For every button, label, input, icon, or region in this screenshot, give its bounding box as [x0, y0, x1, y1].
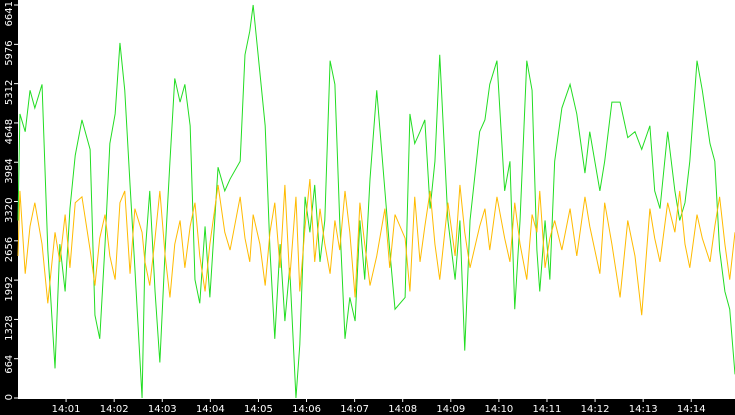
x-tick-label: 14:14 — [677, 404, 706, 415]
y-axis-strip — [0, 0, 18, 415]
x-tick-label: 14:08 — [388, 404, 417, 415]
y-tick-label: 5312 — [4, 80, 15, 105]
x-tick-label: 14:07 — [340, 404, 369, 415]
x-tick-label: 14:01 — [52, 404, 81, 415]
x-tick-label: 14:03 — [148, 404, 177, 415]
series-line — [17, 4, 735, 399]
series-line — [17, 178, 735, 316]
y-tick-label: 2656 — [4, 237, 15, 262]
y-tick-label: 1992 — [4, 276, 15, 301]
y-tick-label: 3984 — [4, 158, 15, 183]
x-tick-label: 14:09 — [436, 404, 465, 415]
x-tick-label: 14:13 — [629, 404, 658, 415]
x-tick-label: 14:10 — [484, 404, 513, 415]
y-tick-label: 0 — [4, 394, 15, 400]
y-tick-label: 1328 — [4, 315, 15, 340]
x-tick-label: 14:04 — [196, 404, 225, 415]
y-tick-label: 6641 — [4, 1, 15, 26]
y-tick-label: 4648 — [4, 119, 15, 144]
y-tick-label: 3320 — [4, 198, 15, 223]
y-tick-label: 664 — [4, 355, 15, 374]
x-tick-label: 14:11 — [533, 404, 562, 415]
x-tick-label: 14:05 — [244, 404, 273, 415]
y-tick-label: 5976 — [4, 40, 15, 65]
x-axis-strip — [0, 399, 735, 415]
x-tick-label: 14:12 — [581, 404, 610, 415]
x-tick-label: 14:02 — [100, 404, 129, 415]
x-tick-label: 14:06 — [292, 404, 321, 415]
